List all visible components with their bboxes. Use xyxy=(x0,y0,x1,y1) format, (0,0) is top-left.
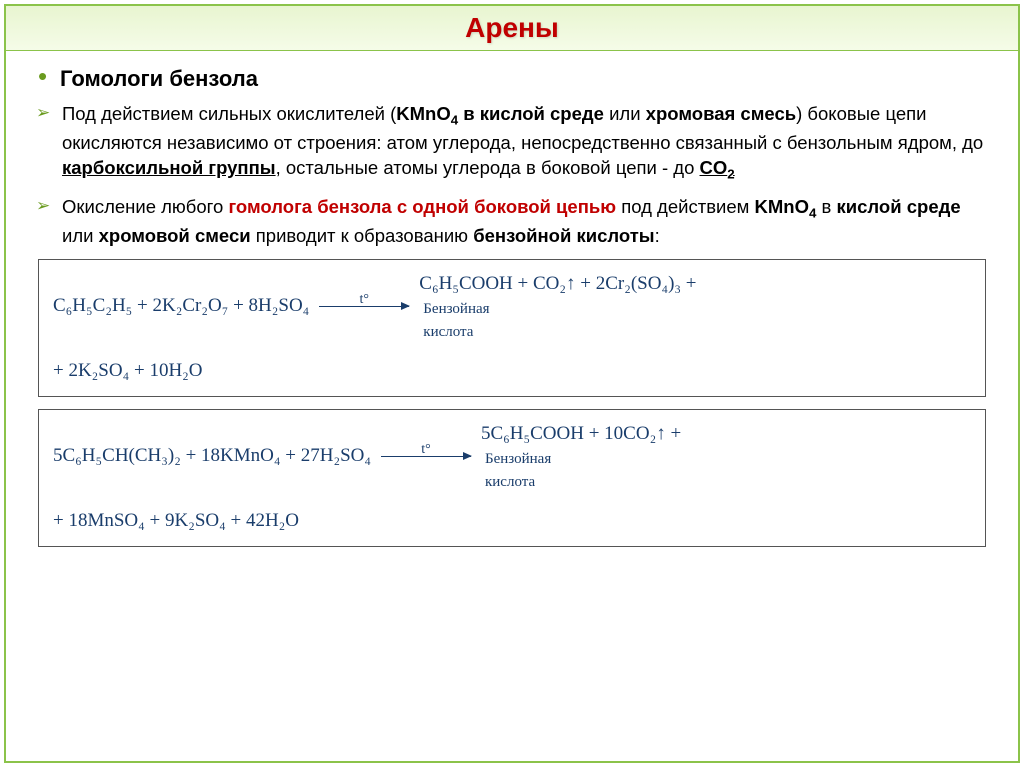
eq2-annot: Бензойная кислота xyxy=(485,448,551,493)
eq1-rhs-stack: C₆H₅COOH + CO₂↑ + 2Cr₂(SO₄)₃ + Бензойная… xyxy=(419,270,696,344)
equation-box-1: C₆H₅C₂H₅ + 2K₂Cr₂O₇ + 8H₂SO₄ t° C₆H₅COOH… xyxy=(38,259,986,397)
b2-homolog: гомолога бензола с одной боковой цепью xyxy=(228,196,616,217)
reaction-arrow-icon: t° xyxy=(381,456,471,457)
b2-benzoic: бензойной кислоты xyxy=(473,225,654,246)
eq2-row1: 5C₆H₅CH(CH₃)₂ + 18KMnO₄ + 27H₂SO₄ t° 5C₆… xyxy=(53,420,971,494)
b1-t1: Под действием сильных окислителей ( xyxy=(62,103,396,124)
b1-t5: , остальные атомы углерода в боковой цеп… xyxy=(276,157,700,178)
b1-chrom: хромовая смесь xyxy=(646,103,796,124)
eq1-arrow-label: t° xyxy=(360,289,370,310)
title-bar: Арены xyxy=(6,6,1018,51)
b2-t4: или xyxy=(62,225,99,246)
top-bullet-list: Гомологи бензола xyxy=(34,65,990,93)
eq2-arrow-label: t° xyxy=(421,439,431,460)
b1-t3: или xyxy=(604,103,646,124)
eq1-line2: + 2K₂SO₄ + 10H₂O xyxy=(53,357,971,386)
arrow-bullet-list: Под действием сильных окислителей (KMnO4… xyxy=(34,101,990,249)
eq1-rhs: C₆H₅COOH + CO₂↑ + 2Cr₂(SO₄)₃ + xyxy=(419,270,696,299)
subheading-item: Гомологи бензола xyxy=(34,65,990,93)
eq2-line2: + 18MnSO₄ + 9K₂SO₄ + 42H₂O xyxy=(53,507,971,536)
eq1-annot: Бензойная кислота xyxy=(423,298,489,343)
b2-t5: приводит к образованию xyxy=(251,225,474,246)
bullet-2: Окисление любого гомолога бензола с одно… xyxy=(34,194,990,249)
slide-frame: Арены Гомологи бензола Под действием сил… xyxy=(4,4,1020,763)
b1-co2: CO2 xyxy=(700,157,735,178)
reaction-arrow-icon: t° xyxy=(319,306,409,307)
b2-acid: кислой среде xyxy=(837,196,961,217)
bullet-1: Под действием сильных окислителей (KMnO4… xyxy=(34,101,990,185)
b2-t2: под действием xyxy=(616,196,754,217)
eq2-lhs: 5C₆H₅CH(CH₃)₂ + 18KMnO₄ + 27H₂SO₄ xyxy=(53,442,371,471)
b2-chrom: хромовой смеси xyxy=(99,225,251,246)
eq2-rhs: 5C₆H₅COOH + 10CO₂↑ + xyxy=(481,420,681,449)
eq1-lhs: C₆H₅C₂H₅ + 2K₂Cr₂O₇ + 8H₂SO₄ xyxy=(53,292,309,321)
b1-carboxyl: карбоксильной группы xyxy=(62,157,276,178)
equation-box-2: 5C₆H₅CH(CH₃)₂ + 18KMnO₄ + 27H₂SO₄ t° 5C₆… xyxy=(38,409,986,547)
eq1-row1: C₆H₅C₂H₅ + 2K₂Cr₂O₇ + 8H₂SO₄ t° C₆H₅COOH… xyxy=(53,270,971,344)
b2-t6: : xyxy=(655,225,660,246)
eq2-rhs-stack: 5C₆H₅COOH + 10CO₂↑ + Бензойная кислота xyxy=(481,420,681,494)
content-area: Гомологи бензола Под действием сильных о… xyxy=(6,51,1018,569)
slide-title: Арены xyxy=(465,12,559,44)
b1-acid: в кислой среде xyxy=(463,103,604,124)
b1-kmno4: KMnO4 xyxy=(396,103,463,124)
b2-t3: в xyxy=(816,196,836,217)
b2-kmno4: KMnO4 xyxy=(755,196,817,217)
subheading-text: Гомологи бензола xyxy=(60,66,258,91)
b2-t1: Окисление любого xyxy=(62,196,228,217)
